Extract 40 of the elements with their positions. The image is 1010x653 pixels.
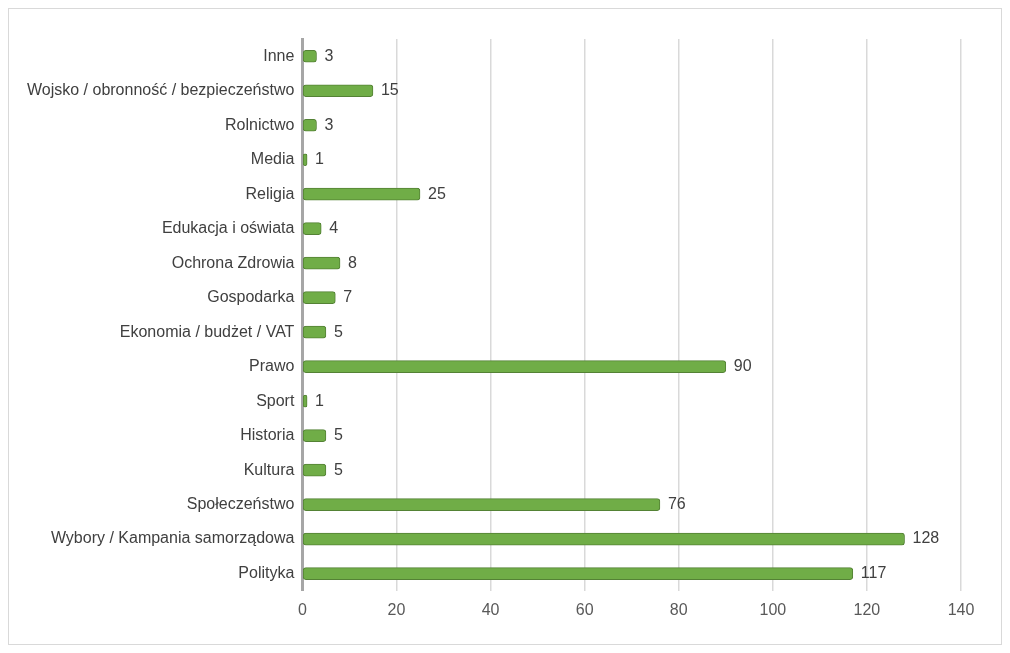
data-label: 1 bbox=[315, 391, 325, 409]
data-label: 5 bbox=[333, 426, 343, 444]
data-label: 25 bbox=[428, 184, 446, 202]
y-tick-label: Edukacja i oświata bbox=[161, 219, 295, 237]
data-label: 5 bbox=[333, 322, 343, 340]
x-tick-label: 120 bbox=[853, 600, 881, 618]
data-label: 76 bbox=[667, 494, 686, 512]
y-tick-label: Gospodarka bbox=[207, 288, 295, 306]
y-tick-label: Wojsko / obronność / bezpieczeństwo bbox=[26, 81, 295, 99]
data-label: 117 bbox=[860, 563, 887, 581]
y-tick-label: Historia bbox=[240, 426, 295, 444]
data-label: 3 bbox=[324, 46, 334, 64]
y-tick-label: Sport bbox=[256, 391, 295, 409]
x-tick-label: 40 bbox=[481, 600, 500, 618]
data-label: 1 bbox=[315, 150, 325, 168]
y-tick-label: Polityka bbox=[238, 563, 295, 581]
y-tick-label: Ochrona Zdrowia bbox=[171, 253, 295, 271]
data-label: 90 bbox=[733, 357, 752, 375]
y-tick-label: Ekonomia / budżet / VAT bbox=[119, 322, 295, 340]
x-tick-label: 80 bbox=[669, 600, 688, 618]
x-tick-label: 20 bbox=[387, 600, 406, 618]
x-tick-label: 60 bbox=[575, 600, 594, 618]
x-tick-label: 100 bbox=[759, 600, 787, 618]
data-label: 4 bbox=[329, 219, 339, 237]
y-tick-label: Religia bbox=[245, 184, 295, 202]
y-tick-label: Inne bbox=[263, 46, 295, 64]
y-tick-label: Rolnictwo bbox=[225, 115, 295, 133]
y-tick-label: Wybory / Kampania samorządowa bbox=[50, 529, 295, 547]
x-tick-label: 140 bbox=[947, 600, 975, 618]
y-tick-label: Media bbox=[250, 150, 295, 168]
data-label: 15 bbox=[380, 81, 399, 99]
y-tick-label: Prawo bbox=[249, 357, 295, 375]
data-label: 5 bbox=[333, 460, 343, 478]
data-label: 7 bbox=[343, 288, 353, 306]
data-label: 3 bbox=[324, 115, 334, 133]
data-label: 8 bbox=[348, 253, 358, 271]
y-tick-label: Społeczeństwo bbox=[186, 494, 295, 512]
y-tick-label: Kultura bbox=[243, 460, 295, 478]
data-label: 128 bbox=[912, 529, 940, 547]
x-tick-label: 0 bbox=[297, 600, 307, 618]
